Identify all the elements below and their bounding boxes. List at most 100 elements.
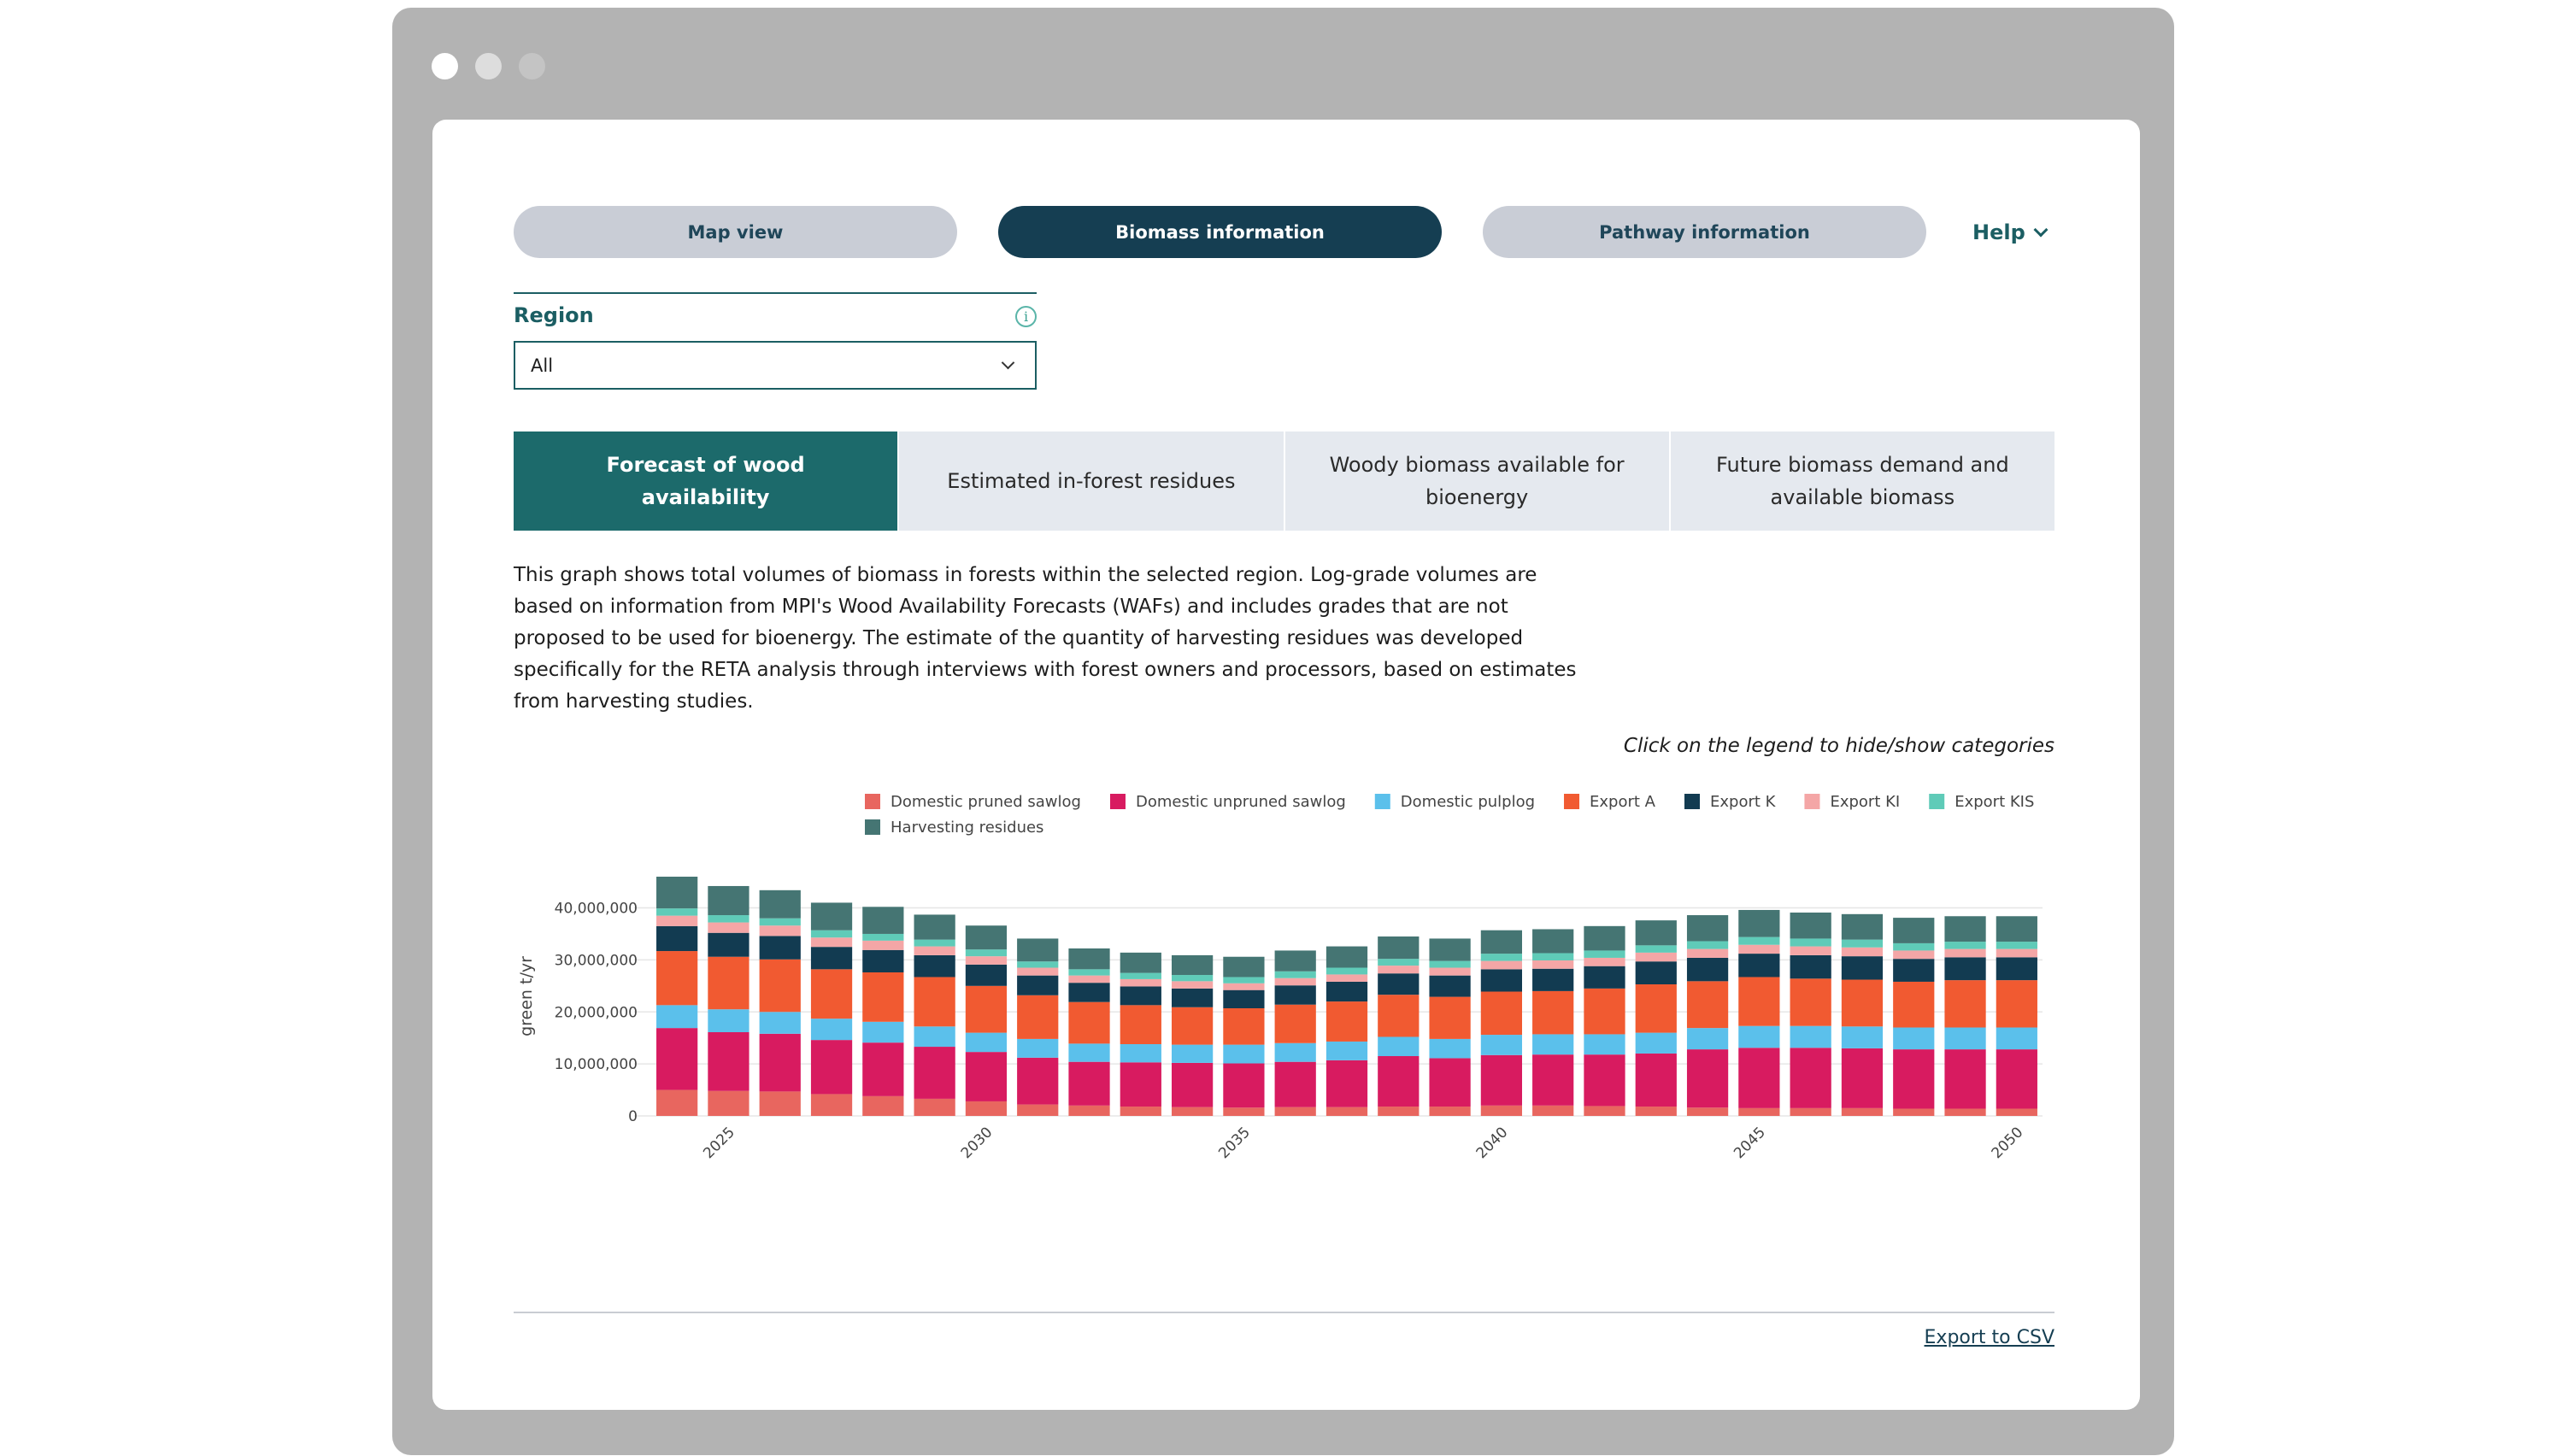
bar-segment[interactable]	[1120, 1107, 1161, 1116]
bar-segment[interactable]	[1120, 1005, 1161, 1044]
bar-segment[interactable]	[708, 922, 749, 933]
bar-segment[interactable]	[1841, 1026, 1884, 1048]
bar-segment[interactable]	[810, 937, 853, 948]
bar-segment[interactable]	[810, 1019, 853, 1041]
bar-segment[interactable]	[1017, 1104, 1059, 1116]
bar-segment[interactable]	[1584, 988, 1625, 1035]
bar-segment[interactable]	[708, 932, 749, 957]
bar-segment[interactable]	[1841, 956, 1884, 980]
bar-segment[interactable]	[1223, 983, 1265, 990]
legend-item[interactable]: Domestic pruned sawlog	[865, 793, 1081, 811]
bar-segment[interactable]	[1841, 1107, 1884, 1116]
bar-segment[interactable]	[1996, 1027, 2037, 1050]
legend-item[interactable]: Export K	[1684, 793, 1777, 811]
bar-segment[interactable]	[1893, 959, 1935, 982]
bar-segment[interactable]	[1893, 918, 1935, 943]
bar-segment[interactable]	[1120, 978, 1161, 987]
bar-segment[interactable]	[1738, 1048, 1780, 1108]
bar-segment[interactable]	[1532, 1034, 1574, 1055]
bar-segment[interactable]	[1532, 1105, 1574, 1116]
bar-segment[interactable]	[1944, 948, 1986, 958]
bar-segment[interactable]	[656, 915, 698, 926]
bar-segment[interactable]	[1120, 952, 1161, 973]
bar-segment[interactable]	[862, 933, 904, 941]
bar-segment[interactable]	[708, 1009, 749, 1032]
bar-segment[interactable]	[1429, 1058, 1471, 1107]
bar-segment[interactable]	[1532, 990, 1574, 1035]
bar-segment[interactable]	[1686, 1028, 1729, 1050]
bar-segment[interactable]	[862, 940, 904, 950]
bar-segment[interactable]	[1017, 1057, 1059, 1105]
bar-segment[interactable]	[1635, 961, 1677, 984]
bar-segment[interactable]	[1068, 1001, 1110, 1044]
bar-segment[interactable]	[1841, 979, 1884, 1027]
bar-segment[interactable]	[1584, 950, 1625, 958]
bar-segment[interactable]	[1429, 938, 1471, 961]
bar-segment[interactable]	[1790, 1025, 1831, 1048]
bar-segment[interactable]	[1429, 1107, 1471, 1116]
bar-segment[interactable]	[1532, 1054, 1574, 1106]
bar-segment[interactable]	[1274, 1042, 1316, 1062]
bar-segment[interactable]	[862, 949, 904, 972]
info-icon[interactable]: i	[1015, 306, 1037, 327]
bar-segment[interactable]	[1326, 967, 1368, 975]
bar-segment[interactable]	[1738, 977, 1780, 1026]
bar-segment[interactable]	[965, 1101, 1008, 1116]
bar-segment[interactable]	[1790, 1107, 1831, 1116]
bar-segment[interactable]	[862, 1042, 904, 1096]
bar-segment[interactable]	[810, 947, 853, 970]
nav-tab-pathway-information[interactable]: Pathway information	[1483, 206, 1926, 258]
bar-segment[interactable]	[914, 1026, 955, 1048]
tab-forecast-of-wood-availability[interactable]: Forecast of wood availability	[514, 432, 898, 531]
window-maximize-dot[interactable]	[519, 53, 545, 79]
bar-segment[interactable]	[1223, 1063, 1265, 1108]
bar-segment[interactable]	[1068, 983, 1110, 1002]
bar-segment[interactable]	[1480, 954, 1523, 961]
bar-segment[interactable]	[656, 1005, 698, 1029]
bar-segment[interactable]	[1171, 1062, 1214, 1107]
bar-segment[interactable]	[862, 972, 904, 1022]
bar-segment[interactable]	[1635, 1107, 1677, 1116]
bar-segment[interactable]	[1738, 944, 1780, 954]
bar-segment[interactable]	[1068, 1061, 1110, 1106]
bar-segment[interactable]	[1686, 957, 1729, 982]
bar-segment[interactable]	[1944, 1108, 1986, 1116]
legend-item[interactable]: Domestic unpruned sawlog	[1109, 793, 1346, 811]
bar-segment[interactable]	[1378, 966, 1420, 974]
bar-segment[interactable]	[1532, 953, 1574, 960]
bar-segment[interactable]	[1274, 1004, 1316, 1043]
bar-segment[interactable]	[1790, 946, 1831, 955]
bar-segment[interactable]	[1893, 981, 1935, 1028]
bar-segment[interactable]	[1635, 1032, 1677, 1054]
region-select[interactable]: All	[514, 341, 1037, 390]
bar-segment[interactable]	[1532, 968, 1574, 991]
bar-segment[interactable]	[1944, 957, 1986, 981]
bar-segment[interactable]	[708, 885, 749, 916]
bar-segment[interactable]	[1068, 1043, 1110, 1062]
bar-segment[interactable]	[862, 1095, 904, 1116]
bar-segment[interactable]	[1686, 1049, 1729, 1108]
bar-segment[interactable]	[1790, 913, 1831, 939]
bar-segment[interactable]	[965, 949, 1008, 957]
bar-segment[interactable]	[656, 925, 698, 952]
bar-segment[interactable]	[1120, 1044, 1161, 1063]
bar-segment[interactable]	[1944, 1049, 1986, 1109]
bar-segment[interactable]	[708, 915, 749, 923]
bar-segment[interactable]	[1480, 930, 1523, 954]
window-close-dot[interactable]	[432, 53, 458, 79]
bar-segment[interactable]	[1378, 1056, 1420, 1107]
bar-segment[interactable]	[1223, 977, 1265, 983]
bar-segment[interactable]	[1326, 981, 1368, 1002]
bar-segment[interactable]	[1996, 957, 2037, 981]
tab-estimated-in-forest-residues[interactable]: Estimated in-forest residues	[897, 432, 1284, 531]
bar-segment[interactable]	[1532, 960, 1574, 969]
bar-segment[interactable]	[1686, 915, 1729, 942]
bar-segment[interactable]	[1893, 942, 1935, 951]
bar-segment[interactable]	[810, 1094, 853, 1116]
bar-segment[interactable]	[1686, 941, 1729, 949]
bar-segment[interactable]	[1274, 971, 1316, 978]
bar-segment[interactable]	[1274, 950, 1316, 972]
bar-segment[interactable]	[656, 877, 698, 909]
bar-segment[interactable]	[1635, 952, 1677, 962]
bar-segment[interactable]	[1480, 991, 1523, 1036]
